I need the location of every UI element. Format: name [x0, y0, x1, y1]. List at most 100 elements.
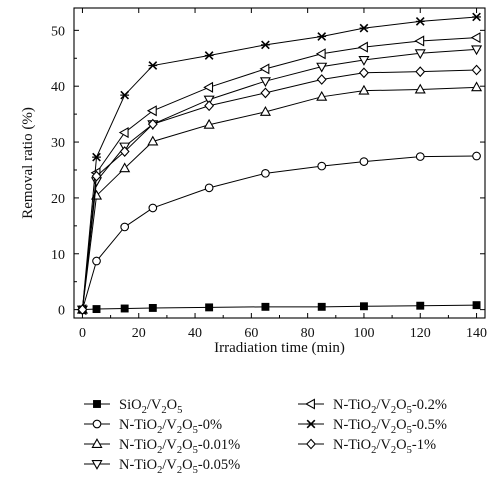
data-point-shape: [147, 135, 159, 146]
data-point-shape: [203, 81, 214, 93]
plot-frame: [73, 7, 486, 319]
legend-label: N-TiO2/V2O5-1%: [333, 437, 436, 456]
series-line: [81, 37, 477, 310]
legend-marker: [305, 398, 315, 410]
y-tick-label: 20: [51, 192, 65, 207]
series-line: [82, 304, 477, 311]
data-point: [91, 170, 102, 182]
legend-label: N-TiO2/V2O5-0%: [119, 417, 222, 436]
data-point-shape: [120, 304, 129, 313]
data-point-shape: [119, 146, 130, 157]
series-3: [76, 81, 483, 314]
y-axis-title: Removal ratio (%): [20, 107, 36, 219]
data-point: [259, 105, 271, 116]
data-point-shape: [358, 84, 370, 95]
data-point: [148, 203, 158, 213]
legend-label: N-TiO2/V2O5-0.5%: [333, 417, 447, 436]
data-point: [147, 118, 158, 130]
data-point: [261, 302, 270, 311]
data-point: [261, 40, 270, 50]
data-point: [472, 12, 481, 22]
data-point-shape: [415, 66, 426, 78]
data-point: [471, 64, 482, 76]
x-tick-label: 140: [466, 326, 487, 341]
legend-label: N-TiO2/V2O5-0.01%: [119, 437, 240, 456]
legend-marker: [306, 438, 316, 450]
data-point: [148, 303, 157, 312]
legend-marker: [91, 460, 103, 470]
data-point-shape: [317, 302, 326, 311]
legend-label: N-TiO2/V2O5-0.05%: [119, 457, 240, 476]
data-point: [92, 305, 101, 314]
data-point: [146, 105, 157, 117]
series-2: [78, 151, 481, 314]
y-tick-label: 50: [51, 24, 65, 39]
data-point-shape: [359, 157, 369, 166]
data-point: [414, 49, 426, 60]
data-point-shape: [472, 151, 481, 161]
x-axis-title: Irradiation time (min): [214, 340, 345, 356]
series-5: [76, 32, 481, 316]
data-point-shape: [414, 35, 425, 47]
y-tick-label: 40: [51, 80, 65, 95]
data-point: [415, 66, 426, 78]
data-point-shape: [148, 303, 157, 312]
data-point-shape: [414, 49, 426, 60]
data-point: [358, 84, 370, 95]
data-point: [317, 302, 326, 311]
data-point: [358, 55, 370, 66]
data-point-shape: [120, 222, 130, 232]
data-point: [120, 90, 130, 100]
legend-marker-shape: [92, 419, 102, 429]
series-6: [78, 12, 481, 314]
series-7: [77, 64, 482, 316]
data-point: [261, 168, 270, 178]
series-line: [81, 16, 477, 310]
data-point-shape: [147, 118, 158, 130]
x-tick-label: 40: [188, 326, 202, 341]
data-point-shape: [315, 48, 326, 60]
legend-label: N-TiO2/V2O5-0.2%: [333, 397, 447, 416]
data-point: [118, 127, 129, 139]
data-point-shape: [91, 170, 102, 182]
data-point-shape: [316, 62, 328, 73]
data-point-shape: [416, 301, 425, 310]
data-point: [470, 32, 481, 44]
data-point: [259, 63, 270, 75]
legend-marker-shape: [91, 438, 103, 448]
legend-marker-shape: [91, 460, 103, 470]
series-line: [81, 48, 477, 310]
data-point: [120, 304, 129, 313]
data-point-shape: [92, 305, 101, 314]
data-point: [120, 222, 130, 232]
y-tick-label: 30: [51, 136, 65, 151]
x-tick-label: 100: [353, 326, 374, 341]
data-point-shape: [358, 55, 370, 66]
legend: SiO2/V2O5N-TiO2/V2O5-0%N-TiO2/V2O5-0.01%…: [84, 397, 447, 476]
data-point-shape: [317, 161, 327, 171]
data-point-shape: [472, 301, 481, 310]
data-point-shape: [316, 90, 328, 101]
data-point: [359, 157, 369, 166]
data-point: [360, 302, 368, 311]
x-tick-label: 60: [244, 326, 258, 341]
x-tick-label: 20: [132, 326, 146, 341]
series-1: [78, 301, 481, 314]
data-point-shape: [203, 118, 215, 129]
data-point: [316, 90, 328, 101]
plot-area: [76, 12, 483, 316]
legend-item: N-TiO2/V2O5-1%: [298, 437, 436, 456]
data-point: [358, 41, 368, 53]
x-tick-label: 0: [79, 326, 86, 341]
data-point-shape: [146, 105, 157, 117]
legend-marker-shape: [305, 398, 315, 410]
data-point-shape: [92, 256, 101, 266]
legend-marker: [92, 419, 102, 429]
data-point: [316, 74, 327, 85]
legend-item: SiO2/V2O5: [84, 397, 182, 416]
legend-marker: [93, 400, 101, 408]
data-point: [471, 81, 483, 92]
data-point-shape: [471, 81, 483, 92]
series-line: [81, 155, 477, 310]
data-point: [317, 161, 327, 171]
